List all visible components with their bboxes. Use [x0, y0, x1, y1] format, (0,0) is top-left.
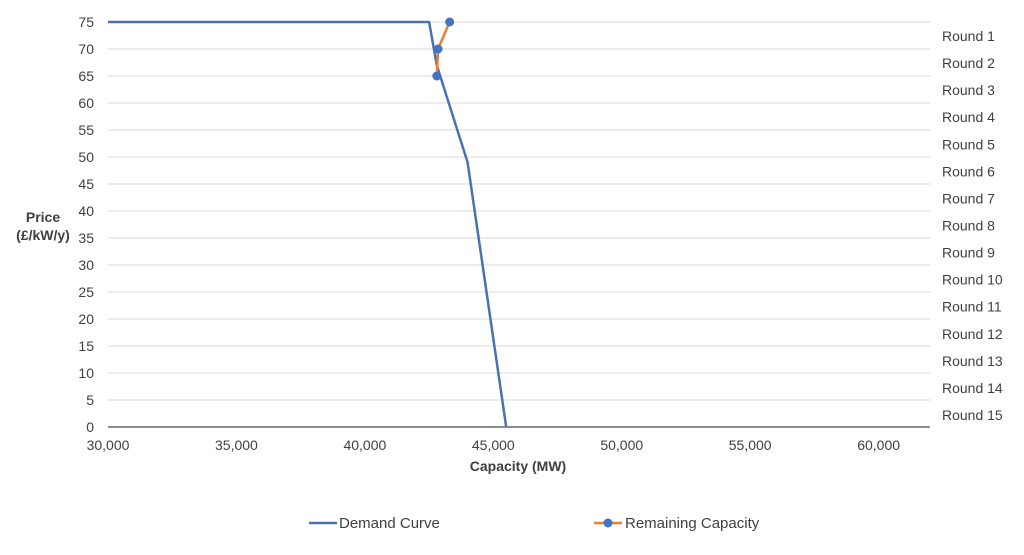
y-axis-title-line2: (£/kW/y): [16, 227, 70, 243]
y-tick-label: 30: [78, 257, 94, 273]
y-axis-ticks: 0 5 10 15 20 25 30 35 40 45 50 55 60 65 70 75: [78, 14, 94, 435]
series-line-demand-curve: [108, 20, 508, 428]
x-tick-label: 45,000: [472, 437, 515, 453]
data-point-remaining-capacity[interactable]: [433, 44, 443, 54]
round-label: Round 3: [942, 82, 995, 98]
y-tick-label: 10: [78, 365, 94, 381]
round-label: Round 8: [942, 217, 995, 233]
series-layer: [108, 17, 508, 428]
round-label: Round 15: [942, 407, 1003, 423]
y-tick-label: 25: [78, 284, 94, 300]
round-label: Round 6: [942, 163, 995, 179]
y-tick-label: 50: [78, 149, 94, 165]
legend-marker-remaining-capacity: [603, 518, 613, 528]
x-axis-ticks: 30,000 35,000 40,000 45,000 50,000 55,000 60,0…: [87, 437, 901, 453]
y-tick-label: 5: [86, 392, 94, 408]
round-label: Round 1: [942, 28, 995, 44]
y-tick-label: 70: [78, 41, 94, 57]
round-label: Round 11: [942, 299, 1002, 315]
round-label: Round 7: [942, 190, 995, 206]
legend-label-remaining-capacity: Remaining Capacity: [625, 515, 760, 532]
round-label: Round 13: [942, 353, 1003, 369]
y-tick-label: 20: [78, 311, 94, 327]
x-tick-label: 35,000: [215, 437, 258, 453]
y-tick-label: 60: [78, 95, 94, 111]
legend-label-demand-curve: Demand Curve: [339, 515, 440, 532]
x-tick-label: 55,000: [729, 437, 772, 453]
data-point-remaining-capacity[interactable]: [432, 71, 442, 81]
gridlines: [108, 21, 930, 401]
y-tick-label: 45: [78, 176, 94, 192]
y-tick-label: 75: [78, 14, 94, 30]
y-tick-label: 35: [78, 230, 94, 246]
y-tick-label: 40: [78, 203, 94, 219]
y-tick-label: 65: [78, 68, 94, 84]
round-label: Round 9: [942, 245, 995, 261]
round-label: Round 4: [942, 109, 995, 125]
x-tick-label: 60,000: [857, 437, 900, 453]
legend-item-remaining-capacity[interactable]: Remaining Capacity: [594, 515, 760, 532]
x-tick-label: 40,000: [343, 437, 386, 453]
round-label: Round 5: [942, 136, 995, 152]
x-axis-title: Capacity (MW): [470, 458, 566, 474]
x-tick-label: 50,000: [600, 437, 643, 453]
y-axis-title-line1: Price: [26, 209, 60, 225]
y-tick-label: 55: [78, 122, 94, 138]
round-label: Round 2: [942, 55, 995, 71]
round-label: Round 10: [942, 272, 1003, 288]
legend-item-demand-curve[interactable]: Demand Curve: [309, 515, 440, 532]
legend: Demand Curve Remaining Capacity: [309, 515, 760, 532]
y-tick-label: 15: [78, 338, 94, 354]
round-label: Round 12: [942, 326, 1003, 342]
x-tick-label: 30,000: [87, 437, 130, 453]
y-tick-label: 0: [86, 419, 94, 435]
data-point-remaining-capacity[interactable]: [445, 17, 455, 27]
round-label: Round 14: [942, 380, 1003, 396]
secondary-axis-labels: Round 1 Round 2 Round 3 Round 4 Round 5 Round…: [942, 28, 1003, 423]
